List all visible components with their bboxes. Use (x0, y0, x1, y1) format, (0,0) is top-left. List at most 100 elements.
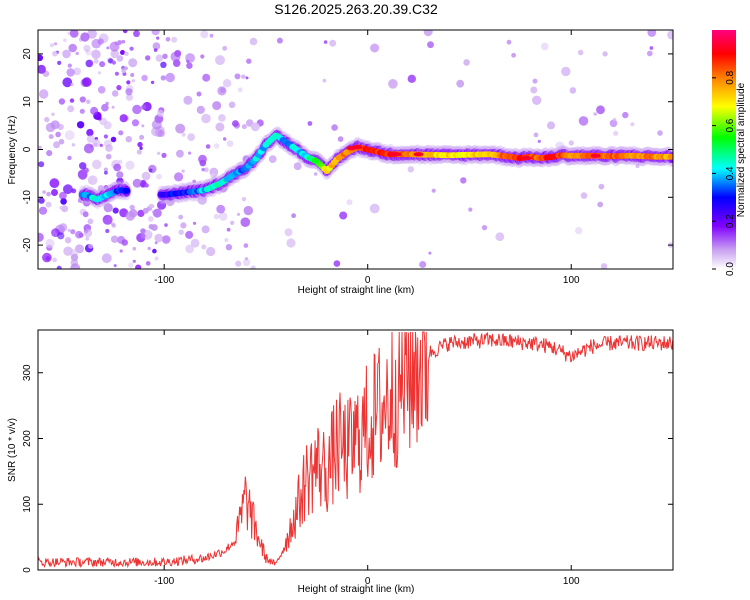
noise-speckle (125, 160, 135, 170)
noise-speckle (537, 139, 541, 143)
noise-speckle (156, 173, 162, 180)
noise-speckle (103, 134, 108, 139)
noise-speckle (125, 88, 133, 96)
noise-speckle (38, 54, 44, 62)
noise-speckle (155, 54, 163, 62)
noise-speckle (635, 164, 640, 169)
colorbar-label: Normalized spectral amplitude (736, 82, 747, 217)
y-tick-label: 300 (22, 364, 33, 381)
noise-speckle (101, 253, 112, 264)
noise-speckle (129, 204, 135, 211)
noise-speckle (131, 79, 135, 83)
noise-speckle (67, 155, 72, 161)
noise-speckle (427, 41, 434, 49)
noise-speckle (193, 221, 197, 225)
noise-speckle (66, 68, 75, 77)
noise-speckle (152, 208, 162, 218)
noise-speckle (103, 167, 108, 172)
noise-speckle (106, 46, 110, 50)
colorbar-tick-label: 0.6 (725, 118, 736, 132)
noise-speckle (161, 235, 171, 244)
noise-speckle (101, 103, 109, 112)
noise-speckle (79, 96, 86, 103)
noise-speckle (622, 111, 629, 119)
noise-speckle (337, 136, 344, 142)
x-tick-label: 0 (365, 576, 371, 587)
noise-speckle (64, 237, 72, 244)
noise-speckle (148, 164, 157, 174)
noise-speckle (87, 30, 97, 39)
noise-speckle (241, 74, 246, 79)
noise-speckle (209, 33, 214, 38)
noise-speckle (180, 222, 187, 229)
x-tick-label: 100 (563, 576, 580, 587)
noise-speckle (113, 163, 122, 172)
noise-speckle (49, 43, 55, 48)
noise-speckle (291, 213, 296, 219)
noise-speckle (70, 229, 76, 235)
noise-speckle (196, 91, 202, 97)
noise-speckle (276, 37, 283, 44)
noise-speckle (51, 112, 55, 117)
noise-speckle (243, 205, 253, 216)
noise-speckle (91, 49, 101, 59)
noise-speckle (122, 30, 128, 34)
noise-speckle (240, 217, 251, 227)
noise-speckle (112, 207, 119, 214)
noise-speckle (423, 30, 433, 37)
noise-speckle (38, 232, 44, 242)
noise-speckle (339, 211, 348, 220)
noise-speckle (212, 101, 222, 111)
noise-speckle (185, 230, 194, 239)
noise-speckle (141, 104, 147, 110)
noise-speckle (241, 124, 247, 130)
noise-speckle (73, 67, 81, 76)
noise-speckle (197, 195, 207, 205)
noise-speckle (181, 169, 185, 173)
noise-speckle (110, 235, 119, 243)
noise-speckle (105, 144, 113, 152)
noise-speckle (154, 233, 163, 243)
noise-speckle (569, 87, 577, 94)
noise-speckle (246, 58, 252, 64)
noise-speckle (649, 46, 654, 50)
noise-speckle (103, 203, 113, 213)
colorbar-tick-label: 0.2 (725, 214, 736, 228)
noise-speckle (52, 257, 57, 263)
noise-speckle (234, 73, 241, 80)
noise-speckle (151, 30, 160, 36)
y-tick-label: 0 (22, 567, 33, 573)
noise-speckle (109, 41, 120, 52)
noise-speckle (228, 101, 236, 109)
noise-speckle (495, 232, 505, 242)
noise-speckle (419, 261, 427, 268)
snr-series-line (38, 331, 673, 569)
noise-speckle (121, 239, 128, 246)
noise-speckle (38, 161, 45, 168)
snr-y-axis-label: SNR (10 * v/v) (7, 418, 18, 482)
y-tick-label: 0 (22, 146, 33, 152)
noise-speckle (60, 198, 67, 205)
noise-speckle (215, 122, 225, 132)
x-tick-label: 100 (563, 275, 580, 286)
noise-speckle (346, 199, 353, 206)
noise-speckle (116, 177, 124, 185)
noise-speckle (157, 200, 167, 210)
colorbar-tick-label: 0.4 (725, 166, 736, 180)
noise-speckle (646, 50, 653, 57)
noise-speckle (243, 243, 249, 248)
noise-speckle (201, 244, 207, 250)
noise-speckle (39, 89, 49, 99)
chart-title: S126.2025.263.20.39.C32 (274, 1, 438, 17)
noise-speckle (42, 190, 46, 194)
noise-speckle (201, 113, 211, 124)
noise-speckle (51, 189, 58, 196)
noise-speckle (92, 159, 102, 170)
noise-speckle (463, 59, 470, 66)
noise-speckle (237, 87, 243, 93)
noise-speckle (596, 105, 605, 115)
colorbar: 0.0 0.2 0.4 0.6 0.8 Normalized spectral ampl… (712, 30, 747, 276)
noise-speckle (216, 204, 226, 214)
noise-speckle (70, 82, 74, 87)
y-tick-label: 200 (22, 430, 33, 447)
